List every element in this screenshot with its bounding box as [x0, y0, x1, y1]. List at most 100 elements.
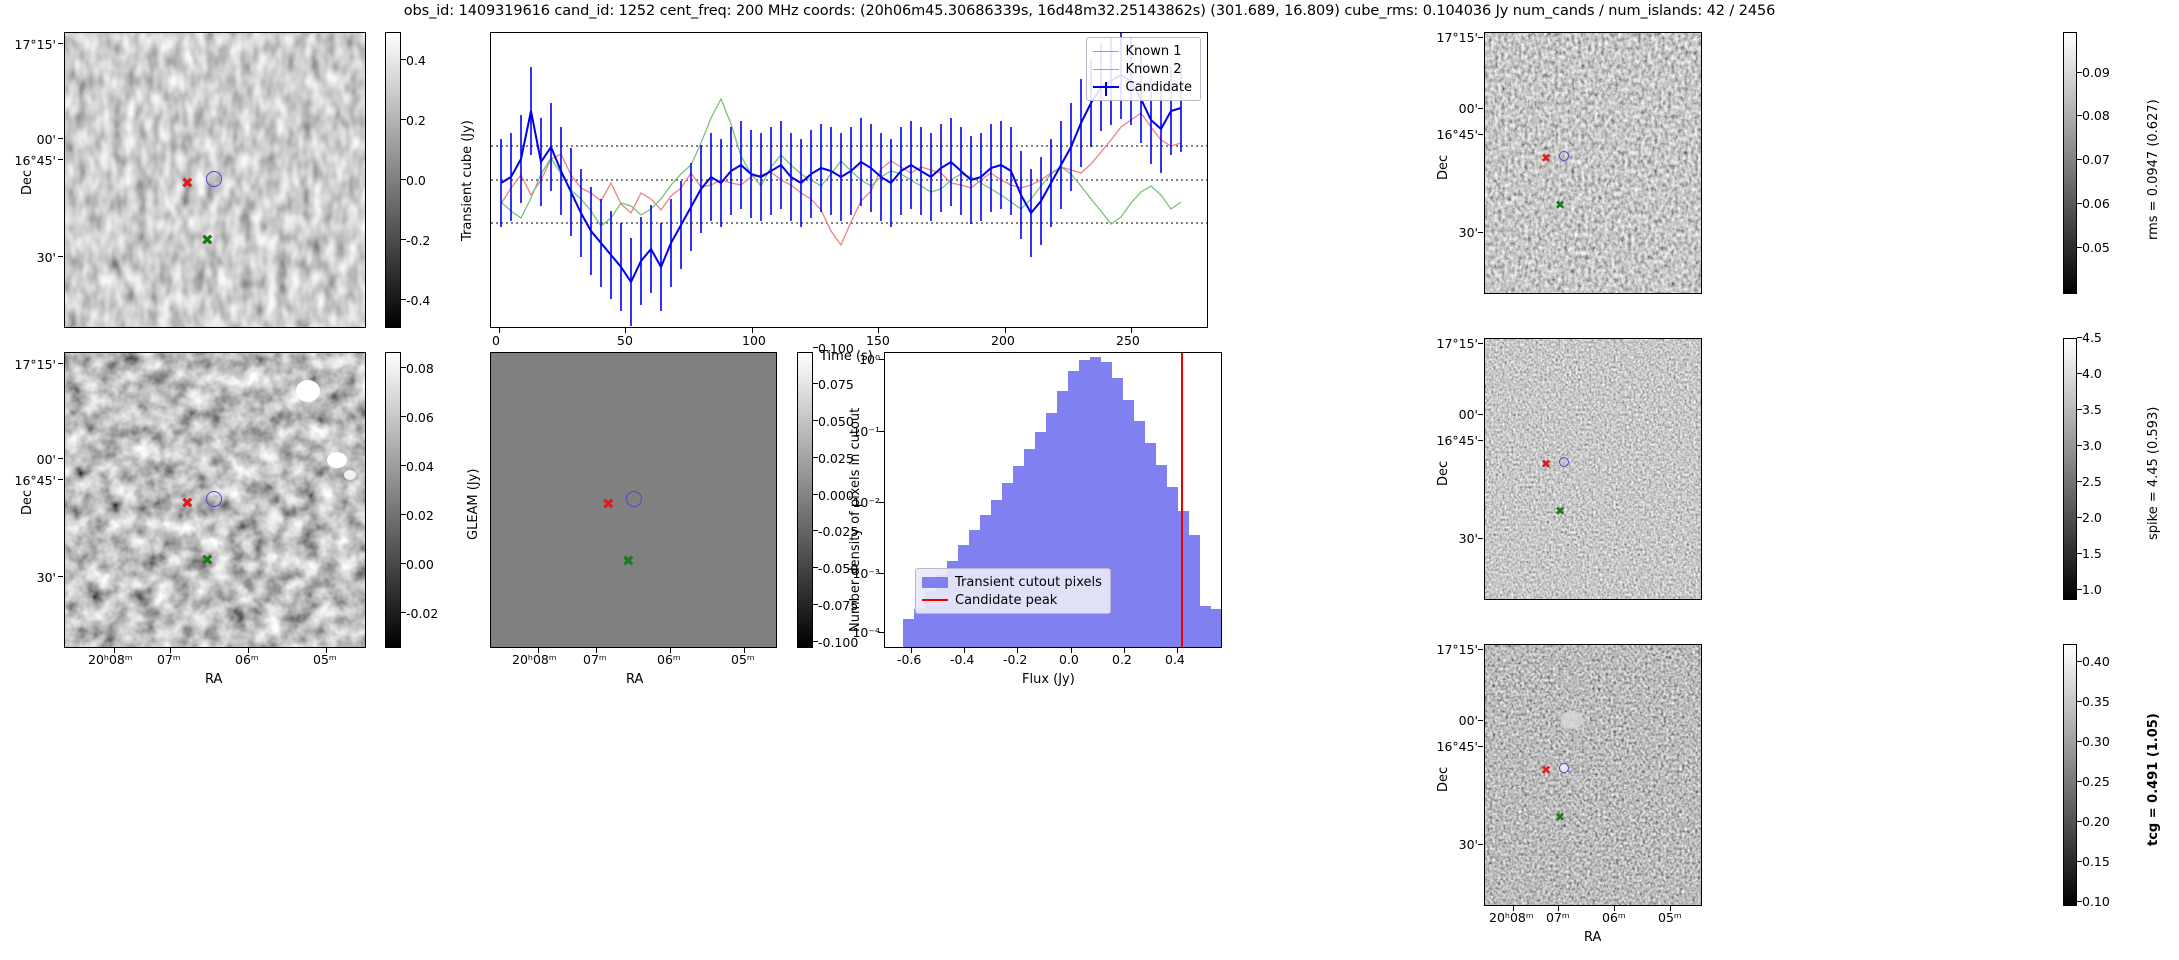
red-x-marker: ✖	[602, 495, 615, 513]
spike-noise-image	[1485, 339, 1701, 599]
cbar-tick-tc-1: 0.2	[406, 113, 426, 128]
lc-tick-150: 150	[866, 333, 890, 348]
tcg-noise-image	[1485, 645, 1701, 905]
tcg-colorbar-label: tcg = 0.491 (1.05)	[2146, 713, 2161, 846]
rms-ytick-2: 16°45'	[1436, 127, 1479, 142]
tick-dec-00: 00'	[36, 132, 56, 147]
rms-cbar-tick-1: 0.08	[2082, 108, 2110, 123]
spike-ytick-3: 30'	[1458, 531, 1478, 546]
spike-cbar-tick-5: 2.0	[2082, 510, 2102, 525]
transient-cube-image-panel[interactable]: ✖ ✖	[64, 32, 366, 328]
deep-image-panel[interactable]: ✖ ✖	[490, 352, 777, 648]
tick-dec-30: 30'	[36, 250, 56, 265]
green-x-marker: ✖	[622, 552, 635, 570]
rms-cbar-tick-4: 0.05	[2082, 240, 2110, 255]
candidate-circle-marker	[206, 491, 222, 507]
cbar-tick-dp-5: -0.025	[818, 524, 859, 539]
rms-image-panel[interactable]: ✖ ✖	[1484, 32, 1702, 294]
hist-ytick-1: 10⁻¹	[852, 424, 880, 439]
lc-tick-100: 100	[742, 333, 766, 348]
cbar-tick-dp-4: 0.000	[818, 488, 854, 503]
legend-item-known1: Known 1	[1092, 42, 1192, 60]
rms-cbar-tick-3: 0.06	[2082, 196, 2110, 211]
lc-tick-50: 50	[617, 333, 633, 348]
histogram-xlabel: Flux (Jy)	[1022, 672, 1075, 687]
tick-ra-05m-gleam: 05ᵐ	[313, 652, 337, 667]
rms-cbar-tick-0: 0.09	[2082, 65, 2110, 80]
legend-label-candidate: Candidate	[1125, 79, 1192, 95]
tcg-xtick-3: 05ᵐ	[1658, 910, 1682, 925]
green-x-marker: ✖	[1555, 504, 1566, 518]
tcg-colorbar	[2063, 644, 2077, 906]
legend-errorbar-candidate	[1092, 82, 1119, 96]
candidate-circle-marker	[1559, 457, 1569, 467]
gleam-noise-image	[65, 353, 365, 647]
hist-xtick-0: -0.6	[897, 652, 922, 667]
tcg-image-panel[interactable]: ✖ ✖	[1484, 644, 1702, 906]
spike-cbar-tick-2: 3.5	[2082, 402, 2102, 417]
page-title: obs_id: 1409319616 cand_id: 1252 cent_fr…	[403, 3, 1776, 19]
cbar-tick-tc-2: 0.0	[406, 173, 426, 188]
candidate-circle-marker	[1559, 151, 1569, 161]
lightcurve-xlabel: Time (s)	[820, 349, 873, 364]
hist-xtick-4: 0.2	[1112, 652, 1132, 667]
tick-dec-1715: 17°15'	[14, 37, 57, 52]
lc-tick-200: 200	[991, 333, 1015, 348]
legend-item-candidate: Candidate	[1092, 78, 1192, 96]
rms-ytick-0: 17°15'	[1436, 30, 1479, 45]
cbar-tick-gl-2: 0.04	[406, 459, 434, 474]
spike-cbar-tick-1: 4.0	[2082, 366, 2102, 381]
histogram-legend: Transient cutout pixels Candidate peak	[915, 568, 1111, 614]
tcg-cbar-tick-6: 0.10	[2082, 894, 2110, 909]
candidate-circle-marker	[626, 491, 642, 507]
lightcurve-panel[interactable]: Known 1 Known 2 Candidate	[490, 32, 1208, 328]
lc-tick-0: 0	[492, 333, 500, 348]
tcg-xtick-1: 07ᵐ	[1546, 910, 1570, 925]
spike-cbar-tick-4: 2.5	[2082, 474, 2102, 489]
legend-line-candidate-peak	[922, 599, 948, 601]
tick-ra-20h08m-deep: 20ʰ08ᵐ	[512, 652, 557, 667]
legend-label-known2: Known 2	[1125, 61, 1182, 77]
rms-cbar-tick-2: 0.07	[2082, 152, 2110, 167]
tcg-ylabel: Dec	[1436, 766, 1451, 792]
gleam-image-panel[interactable]: ✖ ✖	[64, 352, 366, 648]
cbar-tick-dp-8: -0.100	[818, 635, 859, 650]
gleam-xlabel: RA	[205, 672, 223, 687]
legend-label-known1: Known 1	[1125, 43, 1182, 59]
spike-ytick-1: 00'	[1458, 407, 1478, 422]
cbar-tick-tc-4: -0.4	[406, 293, 431, 308]
flux-histogram-panel[interactable]: Transient cutout pixels Candidate peak	[884, 352, 1222, 648]
spike-image-panel[interactable]: ✖ ✖	[1484, 338, 1702, 600]
cbar-tick-gl-4: 0.00	[406, 557, 434, 572]
tcg-ytick-3: 30'	[1458, 837, 1478, 852]
red-x-marker: ✖	[181, 494, 194, 512]
legend-swatch-cutout-pixels	[922, 576, 948, 588]
rms-ylabel: Dec	[1436, 154, 1451, 180]
tick-ra-07m-deep: 07ᵐ	[583, 652, 607, 667]
tcg-ytick-2: 16°45'	[1436, 739, 1479, 754]
tick-ra-07m-gleam: 07ᵐ	[157, 652, 181, 667]
tcg-cbar-tick-5: 0.15	[2082, 854, 2110, 869]
hist-xtick-2: -0.2	[1003, 652, 1028, 667]
rms-ytick-3: 30'	[1458, 225, 1478, 240]
spike-cbar-tick-7: 1.0	[2082, 582, 2102, 597]
tcg-xtick-2: 06ᵐ	[1602, 910, 1626, 925]
tcg-xlabel: RA	[1584, 930, 1602, 945]
cbar-tick-gl-1: 0.06	[406, 410, 434, 425]
spike-cbar-tick-6: 1.5	[2082, 546, 2102, 561]
cbar-tick-dp-7: -0.075	[818, 598, 859, 613]
tcg-ytick-1: 00'	[1458, 713, 1478, 728]
tcg-cbar-tick-3: 0.25	[2082, 774, 2110, 789]
legend-item-known2: Known 2	[1092, 60, 1192, 78]
spike-colorbar	[2063, 338, 2077, 600]
gleam-colorbar	[385, 352, 401, 648]
red-x-marker: ✖	[1541, 457, 1552, 471]
tcg-cbar-tick-2: 0.30	[2082, 734, 2110, 749]
transient-cube-colorbar-label: Transient cube (Jy)	[460, 120, 475, 241]
hist-ytick-2: 10⁻²	[852, 495, 880, 510]
tick-ra-06m-gleam: 06ᵐ	[235, 652, 259, 667]
deep-colorbar	[797, 352, 813, 648]
tick-ra-05m-deep: 05ᵐ	[731, 652, 755, 667]
candidate-circle-marker	[206, 171, 222, 187]
tcg-cbar-tick-1: 0.35	[2082, 694, 2110, 709]
